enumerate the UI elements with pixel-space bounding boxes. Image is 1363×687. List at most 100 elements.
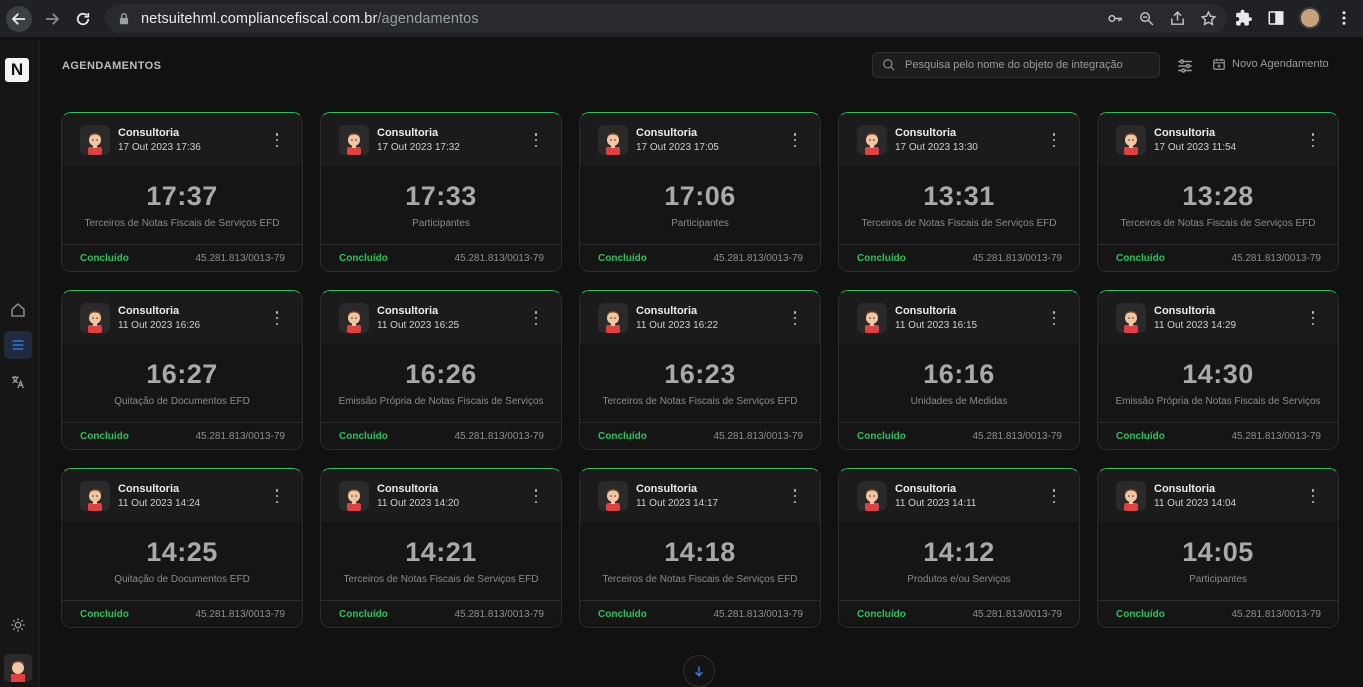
card-menu-button[interactable] — [792, 489, 798, 503]
schedule-card[interactable]: Consultoria 11 Out 2023 14:24 14:25 Quit… — [61, 468, 303, 628]
schedule-card[interactable]: Consultoria 11 Out 2023 14:20 14:21 Terc… — [320, 468, 562, 628]
card-footer: Concluído 45.281.813/0013-79 — [1098, 422, 1338, 449]
schedule-card[interactable]: Consultoria 11 Out 2023 14:17 14:18 Terc… — [579, 468, 821, 628]
card-time: 17:33 — [405, 180, 477, 211]
card-body: 17:37 Terceiros de Notas Fiscais de Serv… — [62, 166, 302, 245]
schedule-card[interactable]: Consultoria 17 Out 2023 13:30 13:31 Terc… — [838, 112, 1080, 272]
card-menu-button[interactable] — [274, 489, 280, 503]
card-footer: Concluído 45.281.813/0013-79 — [580, 600, 820, 627]
key-icon[interactable] — [1107, 10, 1124, 27]
schedule-card[interactable]: Consultoria 11 Out 2023 16:26 16:27 Quit… — [61, 290, 303, 450]
extensions-icon[interactable] — [1235, 9, 1253, 27]
scroll-down-button[interactable] — [683, 655, 715, 687]
avatar — [80, 124, 110, 155]
zoom-icon[interactable] — [1138, 10, 1155, 27]
card-menu-button[interactable] — [533, 133, 539, 147]
card-title: Consultoria — [636, 482, 698, 495]
app-logo[interactable]: N — [5, 58, 29, 82]
card-time: 17:37 — [146, 180, 218, 211]
star-icon[interactable] — [1200, 10, 1217, 27]
schedule-card[interactable]: Consultoria 11 Out 2023 16:22 16:23 Terc… — [579, 290, 821, 450]
search-input[interactable]: Pesquisa pelo nome do objeto de integraç… — [872, 52, 1160, 78]
card-menu-button[interactable] — [792, 133, 798, 147]
card-menu-button[interactable] — [792, 311, 798, 325]
card-footer: Concluído 45.281.813/0013-79 — [839, 422, 1079, 449]
card-date: 17 Out 2023 13:30 — [895, 141, 978, 153]
profile-avatar[interactable] — [1299, 7, 1321, 29]
schedule-card[interactable]: Consultoria 11 Out 2023 14:11 14:12 Prod… — [838, 468, 1080, 628]
status-badge: Concluído — [80, 430, 129, 442]
card-menu-button[interactable] — [1051, 489, 1057, 503]
card-time: 14:25 — [146, 536, 218, 567]
schedule-card[interactable]: Consultoria 11 Out 2023 16:15 16:16 Unid… — [838, 290, 1080, 450]
card-menu-button[interactable] — [533, 489, 539, 503]
schedule-card[interactable]: Consultoria 17 Out 2023 17:05 17:06 Part… — [579, 112, 821, 272]
card-title: Consultoria — [1154, 482, 1216, 495]
avatar — [1116, 124, 1146, 155]
schedule-card[interactable]: Consultoria 11 Out 2023 14:29 14:30 Emis… — [1097, 290, 1339, 450]
card-body: 16:27 Quitação de Documentos EFD — [62, 344, 302, 423]
url-path: /agendamentos — [377, 10, 479, 27]
card-cnpj: 45.281.813/0013-79 — [713, 430, 803, 442]
schedule-card[interactable]: Consultoria 11 Out 2023 14:04 14:05 Part… — [1097, 468, 1339, 628]
card-cnpj: 45.281.813/0013-79 — [454, 252, 544, 264]
card-description: Emissão Própria de Notas Fiscais de Serv… — [1115, 395, 1321, 407]
avatar — [857, 124, 887, 155]
address-bar[interactable]: netsuitehml.compliancefiscal.com.br/agen… — [105, 4, 1227, 33]
schedule-card[interactable]: Consultoria 17 Out 2023 11:54 13:28 Terc… — [1097, 112, 1339, 272]
card-menu-button[interactable] — [1310, 311, 1316, 325]
card-date: 11 Out 2023 14:29 — [1154, 319, 1237, 331]
card-menu-button[interactable] — [274, 311, 280, 325]
card-footer: Concluído 45.281.813/0013-79 — [321, 244, 561, 271]
card-cnpj: 45.281.813/0013-79 — [972, 608, 1062, 620]
theme-toggle[interactable] — [7, 614, 29, 636]
avatar — [339, 302, 369, 333]
card-title: Consultoria — [1154, 126, 1216, 139]
card-date: 17 Out 2023 17:32 — [377, 141, 460, 153]
status-badge: Concluído — [80, 252, 129, 264]
user-avatar-icon — [88, 488, 102, 511]
back-button[interactable] — [6, 5, 32, 32]
sidebar-item-home[interactable] — [7, 299, 29, 321]
card-menu-button[interactable] — [274, 133, 280, 147]
card-menu-button[interactable] — [1310, 133, 1316, 147]
schedule-card[interactable]: Consultoria 17 Out 2023 17:32 17:33 Part… — [320, 112, 562, 272]
card-body: 16:23 Terceiros de Notas Fiscais de Serv… — [580, 344, 820, 423]
card-date: 11 Out 2023 16:26 — [118, 319, 201, 331]
card-description: Participantes — [671, 217, 729, 229]
card-footer: Concluído 45.281.813/0013-79 — [62, 244, 302, 271]
card-body: 13:28 Terceiros de Notas Fiscais de Serv… — [1098, 166, 1338, 245]
card-cnpj: 45.281.813/0013-79 — [454, 608, 544, 620]
card-header: Consultoria 11 Out 2023 14:17 — [580, 469, 820, 522]
card-cnpj: 45.281.813/0013-79 — [195, 252, 285, 264]
sidebar-item-translate[interactable] — [7, 371, 29, 393]
card-menu-button[interactable] — [1310, 489, 1316, 503]
new-schedule-button[interactable]: Novo Agendamento — [1212, 57, 1329, 71]
sidebar-item-agendamentos[interactable] — [4, 331, 32, 359]
card-menu-button[interactable] — [1051, 133, 1057, 147]
menu-dots-icon[interactable] — [1335, 9, 1353, 27]
user-avatar-icon — [1124, 132, 1138, 155]
card-description: Terceiros de Notas Fiscais de Serviços E… — [602, 573, 798, 585]
user-avatar[interactable] — [4, 654, 32, 682]
card-body: 16:26 Emissão Própria de Notas Fiscais d… — [321, 344, 561, 423]
card-time: 13:28 — [1182, 180, 1254, 211]
page-title: AGENDAMENTOS — [62, 60, 162, 72]
card-date: 11 Out 2023 14:17 — [636, 497, 719, 509]
url-text: netsuitehml.compliancefiscal.com.br/agen… — [141, 11, 479, 27]
card-time: 14:12 — [923, 536, 995, 567]
card-date: 17 Out 2023 11:54 — [1154, 141, 1237, 153]
schedule-card[interactable]: Consultoria 17 Out 2023 17:36 17:37 Terc… — [61, 112, 303, 272]
schedule-card[interactable]: Consultoria 11 Out 2023 16:25 16:26 Emis… — [320, 290, 562, 450]
user-avatar-icon — [11, 661, 25, 682]
side-panel-icon[interactable] — [1267, 9, 1285, 27]
filter-button[interactable] — [1176, 57, 1194, 75]
reload-button[interactable] — [72, 8, 94, 30]
user-avatar-icon — [1124, 488, 1138, 511]
card-menu-button[interactable] — [533, 311, 539, 325]
forward-button[interactable] — [41, 8, 63, 30]
card-menu-button[interactable] — [1051, 311, 1057, 325]
share-icon[interactable] — [1169, 10, 1186, 27]
user-avatar-icon — [865, 132, 879, 155]
home-icon — [11, 303, 25, 317]
